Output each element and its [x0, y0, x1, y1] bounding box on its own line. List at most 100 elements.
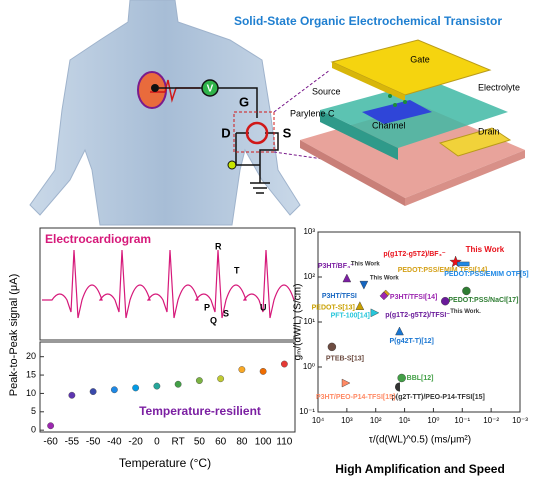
device-label: Electrolyte [478, 82, 520, 92]
ecg-wave-label: R [215, 241, 222, 251]
point-label: P3HT/TFSI [322, 293, 357, 300]
point-label: p(g1T2-g5T2)/BF₄⁻ [383, 251, 446, 258]
x-axis-label: Temperature (°C) [119, 456, 211, 470]
circuit [159, 69, 331, 194]
data-point [342, 273, 352, 283]
ecg-wave-label: U [260, 302, 267, 312]
point-label: P3HT/BF₄⁻ [318, 263, 355, 270]
y-tick-label: 5 [31, 406, 36, 416]
x-tick-label: 10¹ [399, 416, 411, 425]
y-axis-label: gₘ/(dW/L) (S/cm) [293, 284, 304, 361]
point-label: PTEB-S[13] [326, 356, 364, 363]
point-label: PEDOT:PSS/EMIM OTF[5] [444, 271, 528, 278]
x-tick-label: 110 [276, 437, 292, 448]
data-point [47, 422, 55, 430]
circuit-label: S [283, 125, 292, 140]
data-point [370, 308, 380, 318]
point-label: PEDOT:PSS/NaCl[17] [448, 297, 518, 304]
caption: High Amplification and Speed [335, 462, 505, 476]
x-tick-label: 10⁴ [312, 416, 325, 425]
point-label: PFT-100[14] [331, 313, 370, 320]
plot-frame [39, 341, 296, 433]
y-tick-label: 20 [26, 351, 36, 361]
device-label: Channel [372, 120, 406, 130]
x-tick-label: -60 [43, 437, 58, 448]
data-point [132, 384, 140, 392]
point-note: This Work. [450, 309, 481, 315]
x-tick-label: 10² [370, 416, 382, 425]
ecg-wave-label: T [234, 265, 240, 275]
point-note: This Work [351, 262, 381, 268]
figure-title: Solid-State Organic Electrochemical Tran… [234, 14, 502, 28]
ecg-title: Electrocardiogram [45, 232, 151, 246]
point-note: This Work [370, 276, 400, 282]
circuit-label: V [207, 84, 214, 95]
point-label: PEDOT:PSS/EMIM TFSI[14] [398, 267, 487, 274]
data-point [327, 342, 337, 352]
data-point [456, 261, 470, 267]
data-point [462, 286, 471, 296]
circuit-label: D [221, 125, 230, 140]
body-illustration [29, 0, 301, 226]
device-label: Source [312, 86, 341, 96]
x-tick-label: 10⁰ [427, 416, 439, 425]
device-label: Parylene C [290, 108, 335, 118]
ecg-wave-label: P [204, 302, 210, 312]
data-point [153, 382, 161, 390]
y-axis-label: Peak-to-Peak signal (μA) [8, 274, 20, 397]
device-label: Drain [478, 126, 500, 136]
data-point [110, 386, 118, 394]
x-tick-label: 10⁻² [483, 416, 499, 425]
data-point [394, 382, 400, 392]
x-tick-label: 10³ [341, 416, 353, 425]
device-label: Gate [410, 54, 430, 64]
ecg-wave-label: Q [210, 315, 217, 325]
data-point [441, 296, 450, 306]
ecg-trace [42, 249, 295, 319]
point-label: P3HT/TFSI[14] [390, 294, 437, 301]
data-point [359, 280, 369, 290]
data-point [68, 391, 76, 399]
x-tick-label: 100 [255, 437, 272, 448]
point-label: PEDOT-S[13] [312, 305, 355, 312]
data-point [238, 366, 246, 373]
data-point [397, 373, 406, 383]
x-tick-label: -50 [86, 437, 101, 448]
data-point [195, 377, 203, 384]
device-illustration [300, 39, 525, 206]
x-tick-label: -20 [128, 437, 143, 448]
x-tick-label: 50 [194, 437, 206, 448]
point-label: P(g42T-T)[12] [389, 338, 433, 345]
plot-frame [317, 231, 521, 413]
data-point [217, 375, 225, 383]
x-tick-label: -55 [65, 437, 80, 448]
y-tick-label: 10⁻¹ [299, 407, 315, 416]
data-point [259, 367, 267, 375]
y-tick-label: 10² [303, 272, 315, 281]
data-point [449, 255, 462, 268]
y-tick-label: 10¹ [303, 317, 315, 326]
point-label: BBL[12] [407, 375, 434, 382]
data-point [355, 301, 365, 310]
data-point [395, 326, 404, 336]
x-tick-label: 60 [215, 437, 227, 448]
x-axis-label: τ/(d(WL)^0.5) (ms/μm²) [369, 435, 471, 446]
y-tick-label: 15 [26, 369, 36, 379]
y-tick-label: 10³ [303, 227, 315, 236]
x-tick-label: 10⁻¹ [454, 416, 470, 425]
point-label: p(g2T-TT)/PEO-P14-TFSI[15] [391, 394, 484, 401]
x-tick-label: 80 [236, 437, 248, 448]
y-tick-label: 10 [26, 388, 36, 398]
x-tick-label: 10⁻³ [512, 416, 528, 425]
ecg-line [42, 249, 295, 319]
x-tick-label: 0 [154, 437, 160, 448]
x-tick-label: -40 [107, 437, 122, 448]
point-note: This Work [466, 245, 505, 254]
point-label: p(g1T2-g5T2)/TFSI⁻ [385, 312, 450, 319]
data-point [280, 360, 288, 368]
circuit-label: G [239, 94, 249, 109]
data-point [341, 378, 351, 388]
data-point [379, 291, 389, 301]
x-tick-label: RT [172, 437, 185, 448]
